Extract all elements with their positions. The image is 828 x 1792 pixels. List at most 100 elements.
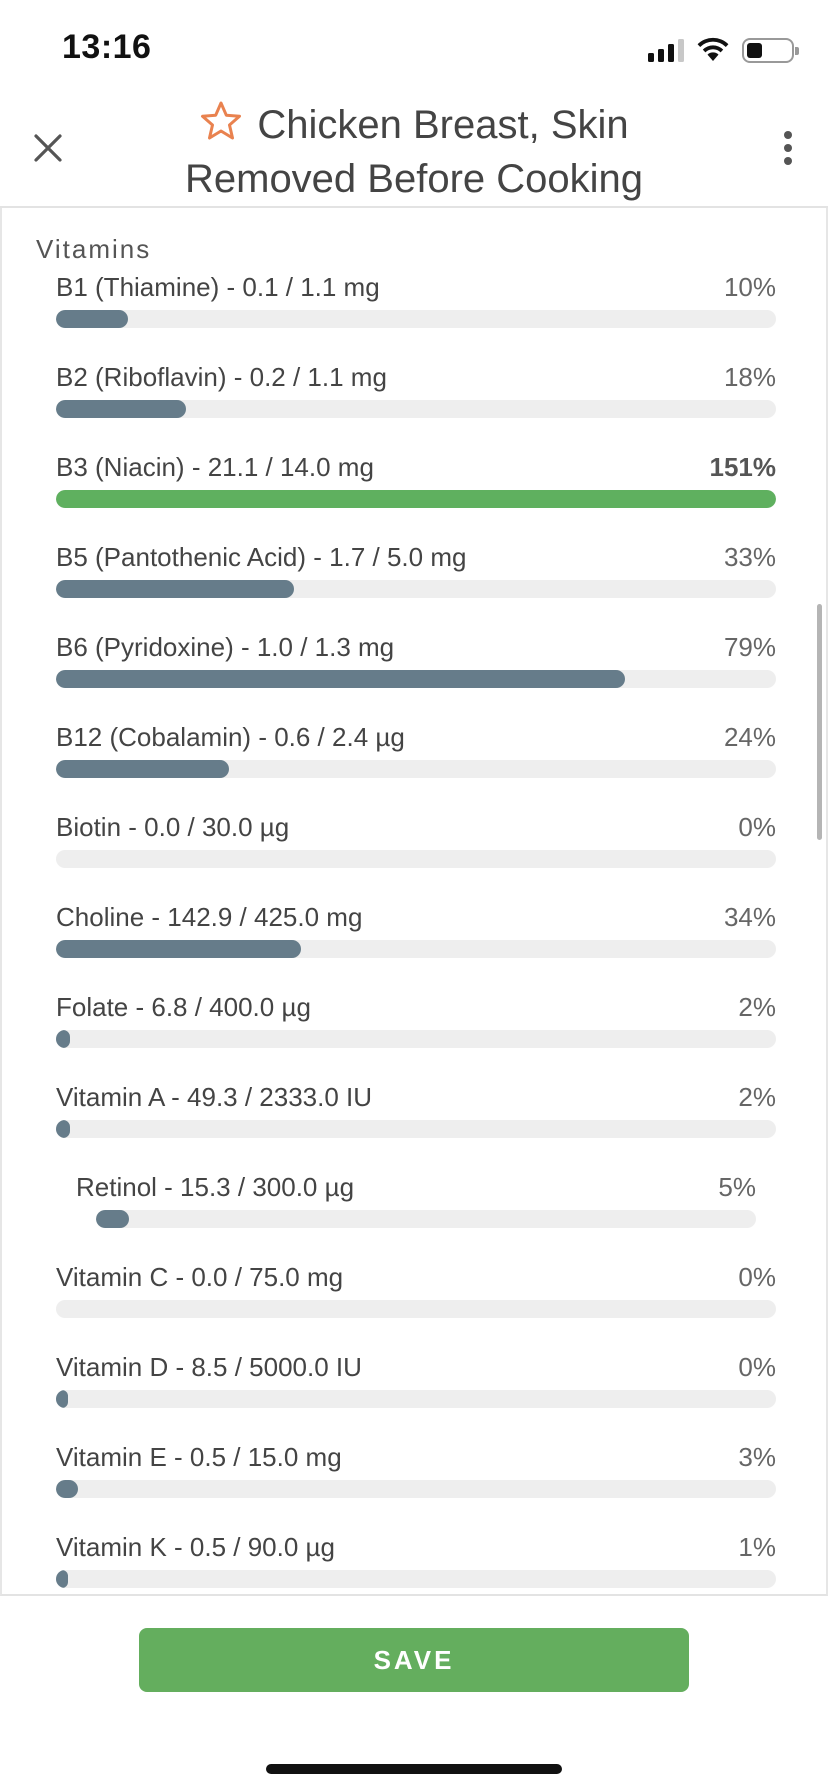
more-options-button[interactable]: [768, 122, 808, 174]
wifi-icon: [697, 37, 729, 61]
nutrient-label: Vitamin E - 0.5 / 15.0 mg: [56, 1442, 342, 1472]
favorite-button[interactable]: [199, 100, 243, 154]
nutrient-label: B6 (Pyridoxine) - 1.0 / 1.3 mg: [56, 632, 395, 662]
progress-track: [56, 1120, 776, 1138]
progress-fill: [56, 1570, 68, 1588]
nutrient-row[interactable]: B2 (Riboflavin) - 0.2 / 1.1 mg 18%: [56, 360, 776, 450]
progress-fill: [56, 1120, 71, 1138]
home-indicator[interactable]: [266, 1764, 562, 1774]
nutrient-row[interactable]: B5 (Pantothenic Acid) - 1.7 / 5.0 mg 33%: [56, 540, 776, 630]
nutrient-row[interactable]: Vitamin K - 0.5 / 90.0 µg 1%: [56, 1530, 776, 1594]
nutrient-percent: 1%: [738, 1532, 776, 1562]
nutrient-percent: 18%: [723, 362, 776, 392]
status-icons: [648, 36, 799, 64]
nutrient-row[interactable]: Vitamin D - 8.5 / 5000.0 IU 0%: [56, 1350, 776, 1440]
battery-icon: [742, 37, 799, 63]
progress-track: [96, 1210, 756, 1228]
nutrient-percent: 10%: [723, 272, 776, 302]
progress-track: [56, 940, 776, 958]
save-button[interactable]: SAVE: [139, 1628, 689, 1692]
nutrient-list[interactable]: Vitamins B1 (Thiamine) - 0.1 / 1.1 mg 10%…: [0, 208, 828, 1596]
nutrient-row[interactable]: Vitamin E - 0.5 / 15.0 mg 3%: [56, 1440, 776, 1530]
progress-track: [56, 1480, 776, 1498]
nutrient-percent: 33%: [723, 542, 776, 572]
nutrient-row[interactable]: Vitamin A - 49.3 / 2333.0 IU 2%: [56, 1080, 776, 1170]
nutrient-row[interactable]: Choline - 142.9 / 425.0 mg 34%: [56, 900, 776, 990]
nutrient-percent: 34%: [723, 902, 776, 932]
header: Chicken Breast, Skin Removed Before Cook…: [0, 100, 828, 208]
progress-track: [56, 580, 776, 598]
nutrient-percent: 0%: [738, 1352, 776, 1382]
nutrient-row[interactable]: Vitamin C - 0.0 / 75.0 mg 0%: [56, 1260, 776, 1350]
signal-bar: [678, 39, 684, 62]
nutrient-percent: 2%: [738, 992, 776, 1022]
nutrient-row[interactable]: Biotin - 0.0 / 30.0 µg 0%: [56, 810, 776, 900]
page-title: Chicken Breast, Skin Removed Before Cook…: [110, 100, 718, 204]
nutrient-row[interactable]: B6 (Pyridoxine) - 1.0 / 1.3 mg 79%: [56, 630, 776, 720]
nutrient-percent: 24%: [723, 722, 776, 752]
progress-track: [56, 1030, 776, 1048]
nutrient-label: B5 (Pantothenic Acid) - 1.7 / 5.0 mg: [56, 542, 467, 572]
section-label-vitamins: Vitamins: [36, 234, 152, 264]
progress-track: [56, 310, 776, 328]
nutrient-percent: 79%: [723, 632, 776, 662]
progress-fill: [56, 1480, 78, 1498]
progress-fill: [56, 940, 301, 958]
nutrient-label: Choline - 142.9 / 425.0 mg: [56, 902, 363, 932]
nutrient-row[interactable]: Folate - 6.8 / 400.0 µg 2%: [56, 990, 776, 1080]
progress-fill: [56, 1030, 71, 1048]
progress-track: [56, 1300, 776, 1318]
nutrient-row[interactable]: B12 (Cobalamin) - 0.6 / 2.4 µg 24%: [56, 720, 776, 810]
title-line-1: Chicken Breast, Skin: [110, 100, 718, 154]
title-text-line-2: Removed Before Cooking: [184, 157, 644, 201]
progress-fill: [56, 490, 776, 508]
progress-track: [56, 490, 776, 508]
more-vertical-icon: [784, 131, 792, 165]
progress-fill: [56, 580, 294, 598]
star-outline-icon: [201, 101, 242, 140]
nutrient-label: Folate - 6.8 / 400.0 µg: [56, 992, 311, 1022]
nutrient-label: Vitamin D - 8.5 / 5000.0 IU: [56, 1352, 362, 1382]
footer: SAVE: [0, 1596, 828, 1792]
nutrient-row[interactable]: B3 (Niacin) - 21.1 / 14.0 mg 151%: [56, 450, 776, 540]
nutrient-percent: 0%: [738, 812, 776, 842]
nutrient-label: Vitamin K - 0.5 / 90.0 µg: [56, 1532, 335, 1562]
title-text-line-1: Chicken Breast, Skin: [257, 103, 629, 147]
progress-fill: [96, 1210, 129, 1228]
nutrient-row[interactable]: B1 (Thiamine) - 0.1 / 1.1 mg 10%: [56, 270, 776, 360]
nutrient-percent: 3%: [738, 1442, 776, 1472]
nutrient-label: B1 (Thiamine) - 0.1 / 1.1 mg: [56, 272, 380, 302]
progress-track: [56, 760, 776, 778]
progress-fill: [56, 310, 128, 328]
close-button[interactable]: [22, 122, 74, 174]
progress-fill: [56, 760, 229, 778]
nutrient-percent: 5%: [718, 1172, 756, 1202]
nutrient-label: Vitamin C - 0.0 / 75.0 mg: [56, 1262, 344, 1292]
progress-fill: [56, 400, 186, 418]
nutrient-label: Biotin - 0.0 / 30.0 µg: [56, 812, 290, 842]
signal-bar: [658, 49, 664, 62]
nutrient-percent: 151%: [709, 452, 777, 482]
signal-bar: [668, 44, 674, 62]
progress-track: [56, 1390, 776, 1408]
signal-bar: [648, 53, 654, 62]
nutrient-label: B12 (Cobalamin) - 0.6 / 2.4 µg: [56, 722, 405, 752]
progress-track: [56, 850, 776, 868]
status-time: 13:16: [62, 28, 152, 66]
battery-level: [747, 42, 762, 58]
progress-track: [56, 670, 776, 688]
nutrient-label: Retinol - 15.3 / 300.0 µg: [76, 1172, 355, 1202]
scroll-indicator[interactable]: [817, 604, 822, 840]
cellular-signal-icon: [648, 38, 684, 62]
nutrient-percent: 2%: [738, 1082, 776, 1112]
nutrient-row[interactable]: Retinol - 15.3 / 300.0 µg 5%: [76, 1170, 756, 1260]
progress-track: [56, 400, 776, 418]
nutrient-percent: 0%: [738, 1262, 776, 1292]
status-bar: 13:16: [0, 0, 828, 100]
nutrient-label: Vitamin A - 49.3 / 2333.0 IU: [56, 1082, 373, 1112]
progress-fill: [56, 1390, 68, 1408]
progress-track: [56, 1570, 776, 1588]
nutrient-label: B3 (Niacin) - 21.1 / 14.0 mg: [56, 452, 374, 482]
progress-fill: [56, 670, 625, 688]
